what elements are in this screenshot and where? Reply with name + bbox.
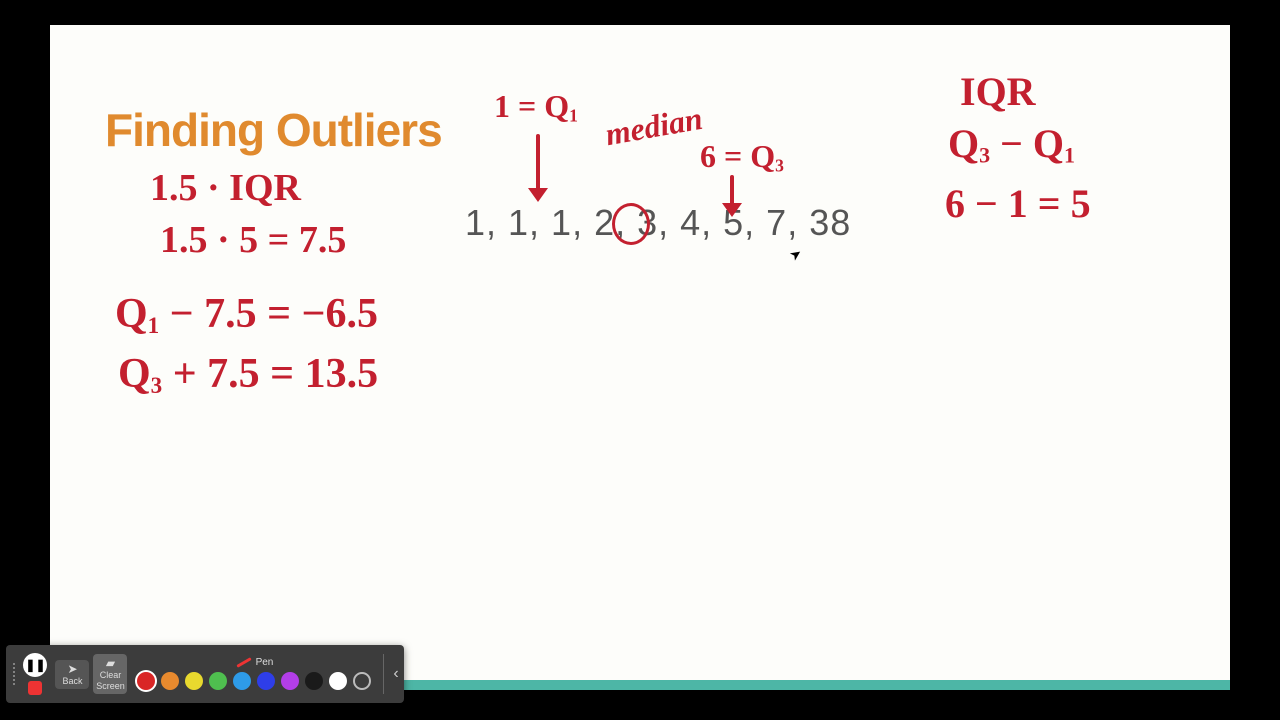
color-swatch[interactable] [185,672,203,690]
color-swatch[interactable] [137,672,155,690]
color-swatch[interactable] [257,672,275,690]
calc-line1: 1.5 · IQR [150,166,301,210]
color-swatch[interactable] [329,672,347,690]
color-swatch[interactable] [161,672,179,690]
pause-button[interactable]: ❚❚ [23,653,47,677]
calc-line2: 1.5 · 5 = 7.5 [160,218,346,262]
cursor-icon: ➤ [67,663,77,675]
annotation-toolbar: ❚❚ ➤ Back ▰ Clear Screen Pen ‹ [6,645,404,703]
calc-line3: Q1 − 7.5 = −6.5 [115,290,378,339]
clear-screen-button[interactable]: ▰ Clear Screen [93,654,127,694]
q1-arrow [528,134,548,202]
collapse-toolbar-button[interactable]: ‹ [388,650,404,698]
toolbar-grip-icon[interactable] [6,663,17,685]
color-swatch[interactable] [233,672,251,690]
q3-label: 6 = Q3 [700,138,784,176]
data-list: 1, 1, 1, 2, 3, 4, 5, 7, 38 [465,202,851,244]
pen-tool-button[interactable]: Pen [236,657,274,668]
back-button[interactable]: ➤ Back [55,660,89,689]
q3-arrow [722,175,742,217]
color-swatch[interactable] [305,672,323,690]
slide-title: Finding Outliers [105,103,442,157]
eraser-icon: ▰ [106,657,115,669]
color-picker-button[interactable] [353,672,371,690]
q1-label: 1 = Q1 [494,88,578,126]
iqr-line3: 6 − 1 = 5 [945,180,1091,227]
color-swatch[interactable] [209,672,227,690]
median-circle [612,203,650,245]
pen-icon [236,657,251,668]
iqr-line2: Q3 − Q1 [948,120,1075,169]
stop-button[interactable] [28,681,42,695]
iqr-line1: IQR [960,68,1036,115]
color-swatch[interactable] [281,672,299,690]
calc-line4: Q3 + 7.5 = 13.5 [118,350,378,399]
color-swatch-row [137,672,371,690]
toolbar-divider [383,654,384,694]
